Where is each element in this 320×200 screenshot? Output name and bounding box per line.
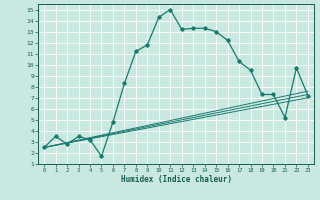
X-axis label: Humidex (Indice chaleur): Humidex (Indice chaleur) [121,175,231,184]
